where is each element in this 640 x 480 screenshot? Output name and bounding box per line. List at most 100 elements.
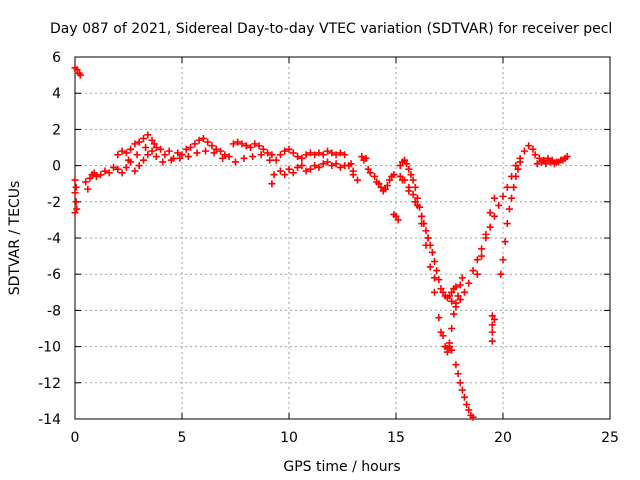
data-point	[538, 158, 546, 166]
data-point	[490, 194, 498, 202]
data-point	[264, 149, 272, 157]
grid	[75, 57, 610, 419]
data-point	[217, 147, 225, 155]
y-tick-label: -10	[38, 340, 61, 356]
data-point	[364, 165, 372, 173]
data-point	[452, 283, 460, 291]
data-point	[431, 274, 439, 282]
data-point	[257, 151, 265, 159]
data-point	[332, 151, 340, 159]
data-point	[478, 252, 486, 260]
data-point	[499, 256, 507, 264]
data-point	[210, 149, 218, 157]
data-point	[454, 370, 462, 378]
data-point	[174, 149, 182, 157]
data-point	[71, 176, 79, 184]
data-point	[469, 267, 477, 275]
data-point	[413, 201, 421, 209]
data-point	[366, 169, 374, 177]
data-point	[418, 220, 426, 228]
data-point	[229, 140, 237, 148]
data-point	[448, 297, 456, 305]
data-point	[118, 169, 126, 177]
data-point	[411, 183, 419, 191]
data-point	[266, 156, 274, 164]
data-point	[294, 153, 302, 161]
data-point	[435, 276, 443, 284]
data-point	[482, 230, 490, 238]
data-point	[105, 169, 113, 177]
data-point	[394, 216, 402, 224]
data-point	[135, 162, 143, 170]
data-point	[72, 183, 80, 191]
data-point	[439, 332, 447, 340]
data-point	[298, 154, 306, 162]
data-point	[311, 151, 319, 159]
data-point	[302, 167, 310, 175]
data-point	[114, 151, 122, 159]
data-point	[512, 172, 520, 180]
data-point	[281, 171, 289, 179]
data-point	[139, 156, 147, 164]
data-point	[531, 151, 539, 159]
data-point	[246, 144, 254, 151]
data-point	[289, 149, 297, 157]
data-point	[148, 136, 156, 144]
data-point	[486, 209, 494, 217]
data-point	[381, 185, 389, 193]
data-point	[176, 154, 184, 162]
data-point	[133, 151, 141, 159]
data-point	[458, 386, 466, 394]
chart-title: Day 087 of 2021, Sidereal Day-to-day VTE…	[50, 21, 612, 37]
data-point	[411, 198, 419, 206]
data-point	[294, 163, 302, 171]
data-point	[328, 162, 336, 170]
data-point	[73, 205, 81, 213]
data-point	[544, 154, 552, 162]
data-point	[251, 140, 259, 148]
data-point	[488, 337, 496, 345]
data-point	[82, 178, 90, 186]
data-point	[501, 238, 509, 246]
data-point	[450, 310, 458, 318]
data-point	[131, 140, 139, 148]
y-tick-label: 6	[52, 50, 61, 66]
data-points	[71, 64, 571, 421]
x-axis-label: GPS time / hours	[283, 459, 400, 475]
data-point	[413, 194, 421, 202]
data-point	[418, 212, 426, 220]
data-point	[362, 154, 370, 162]
data-point	[508, 194, 516, 202]
data-point	[383, 182, 391, 190]
data-point	[555, 158, 563, 166]
data-point	[488, 321, 496, 329]
data-point	[426, 263, 434, 271]
data-point	[422, 227, 430, 235]
data-point	[182, 145, 190, 153]
data-point	[469, 413, 477, 421]
data-point	[157, 145, 165, 153]
data-point	[298, 162, 306, 170]
data-point	[546, 158, 554, 166]
x-tick-label: 0	[71, 430, 80, 446]
y-tick-label: 4	[52, 86, 61, 102]
data-point	[178, 151, 186, 159]
data-point	[407, 171, 415, 179]
data-point	[240, 154, 248, 162]
data-point	[533, 160, 541, 168]
data-point	[448, 325, 456, 332]
data-point	[550, 160, 558, 168]
data-point	[542, 160, 550, 168]
data-point	[315, 149, 323, 157]
data-point	[452, 303, 460, 311]
data-point	[199, 134, 207, 142]
data-point	[221, 151, 229, 159]
data-point	[131, 167, 139, 175]
data-point	[495, 201, 503, 209]
data-point	[452, 361, 460, 369]
x-tick-label: 15	[387, 430, 405, 446]
data-point	[187, 144, 195, 151]
data-point	[503, 183, 511, 191]
data-point	[127, 145, 135, 153]
y-tick-label: -6	[47, 267, 61, 283]
